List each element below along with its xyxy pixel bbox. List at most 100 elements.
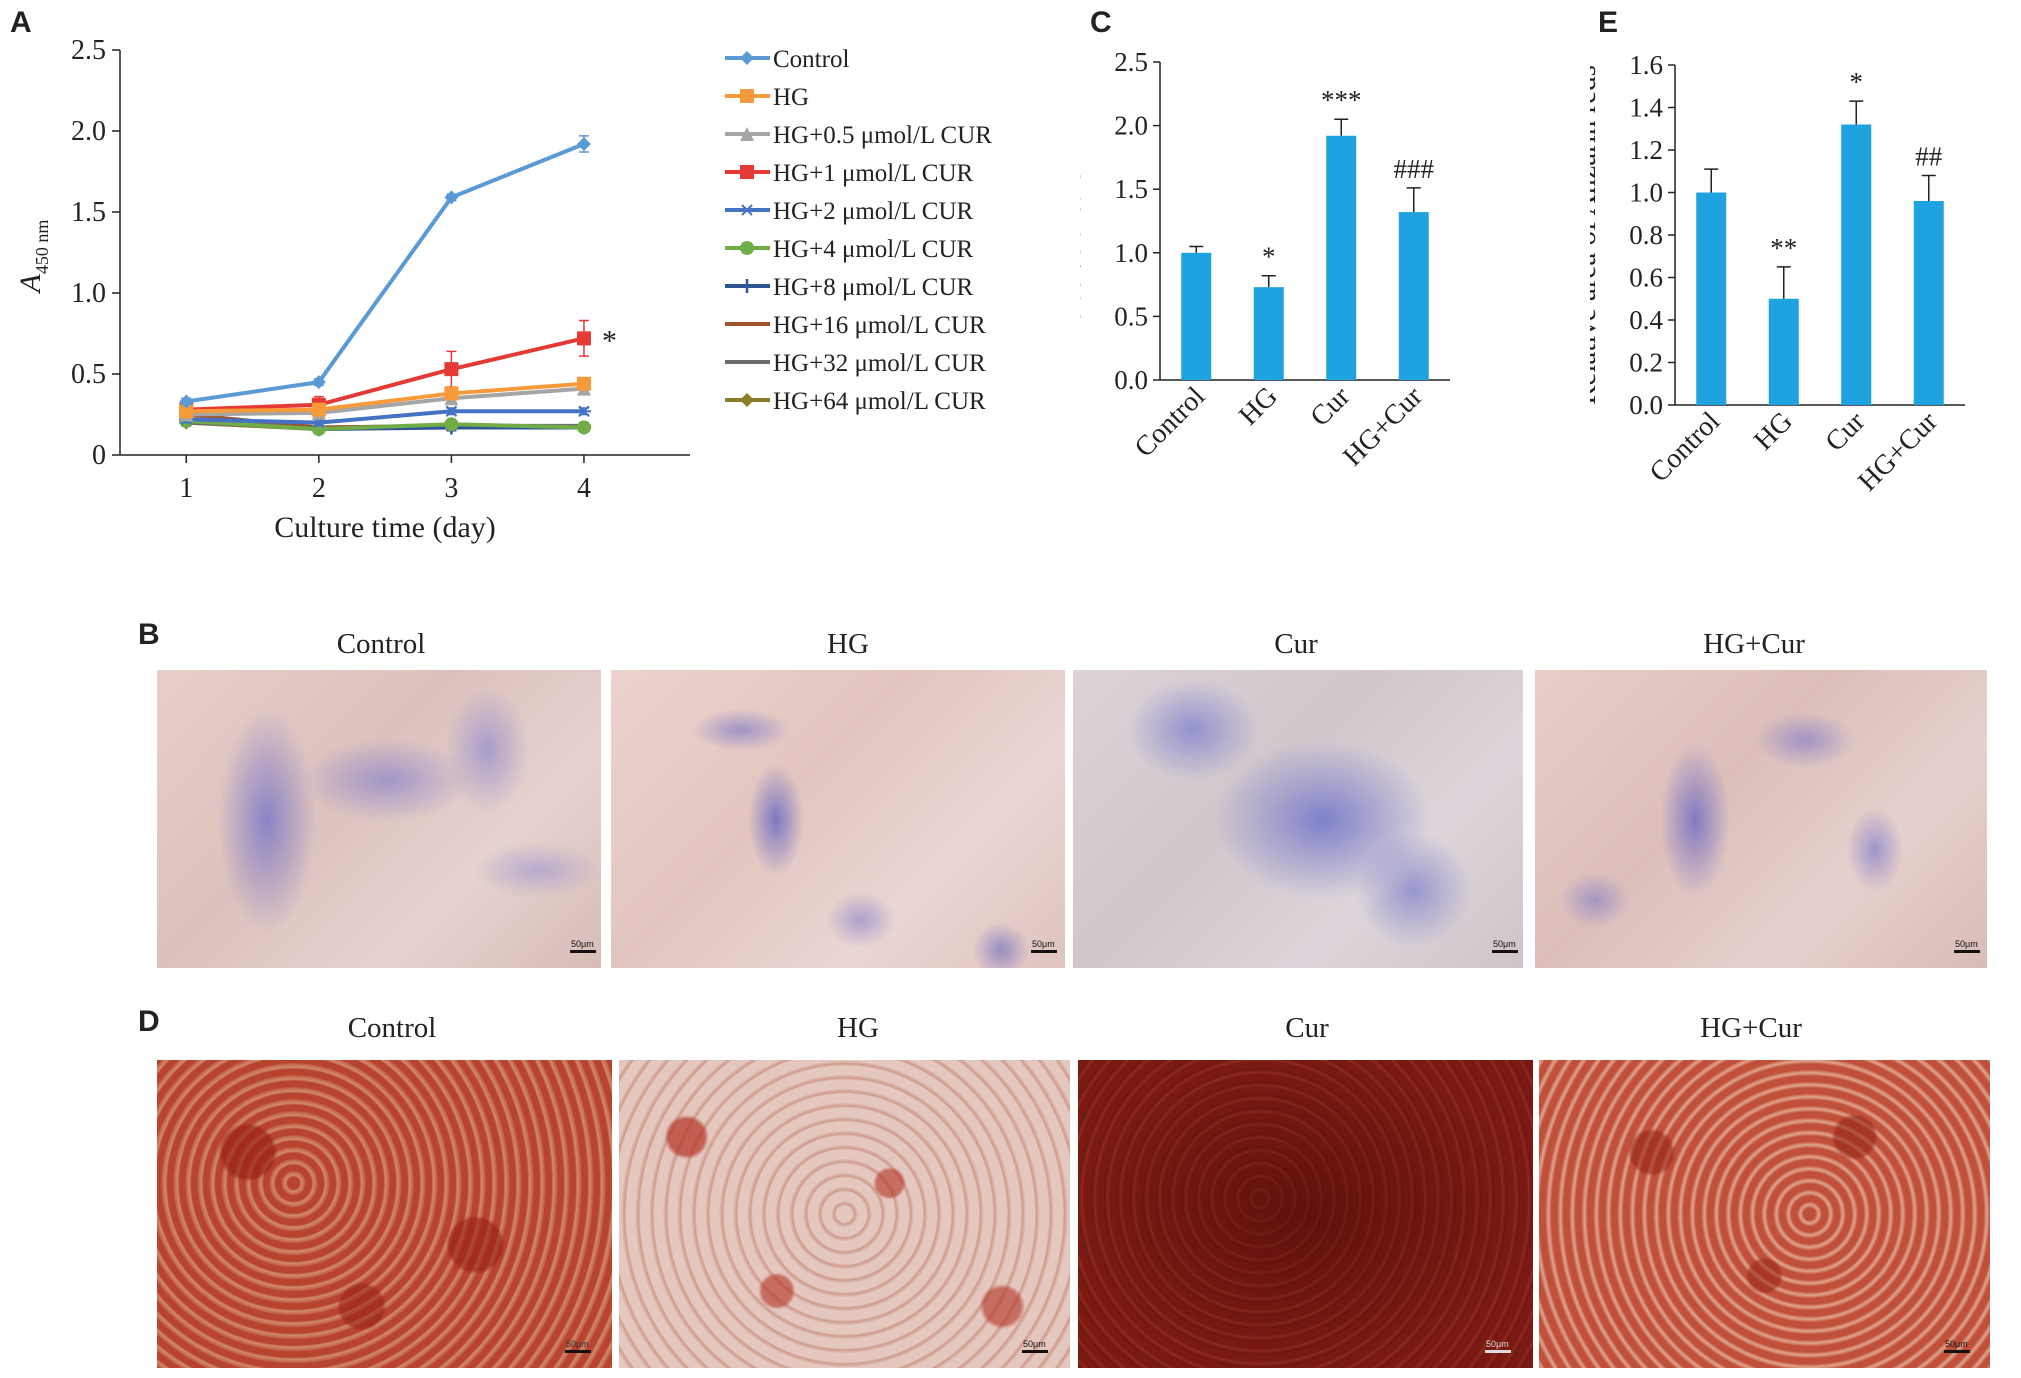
- alp-image-hg-cur: [1535, 670, 1987, 968]
- alp-scalebar-cur: [1492, 950, 1518, 953]
- y-tick-label: 0.4: [1629, 305, 1663, 335]
- data-point: [576, 376, 591, 391]
- y-tick-label: 1.2: [1629, 135, 1663, 165]
- alp-image-cur: [1073, 670, 1523, 968]
- y-axis-label: A450 nm: [14, 220, 52, 295]
- legend-label: HG: [773, 84, 809, 111]
- legend-label: HG+4 μmol/L CUR: [773, 236, 974, 263]
- y-tick-label: 1.4: [1629, 93, 1663, 123]
- legend-label: HG+1 μmol/L CUR: [773, 160, 974, 187]
- alizarin-image-cur: [1078, 1060, 1533, 1368]
- alizarin-scalebar-hg-cur: [1944, 1350, 1970, 1353]
- alp-scalebar-label-cur: 50μm: [1493, 939, 1516, 949]
- series-line: [186, 336, 585, 412]
- legend-label: HG+2 μmol/L CUR: [773, 198, 974, 225]
- y-tick-label: 0.5: [71, 359, 106, 390]
- proliferation-line-chart: 0 0.5 1.0 1.5 2.0 2.5 1 2 3 4 Culture time (day) A4…: [14, 35, 992, 544]
- legend-marker: [740, 204, 754, 216]
- data-point: [179, 404, 194, 419]
- x-tick-label: HG+Cur: [1852, 406, 1944, 498]
- y-tick-label: 0.5: [1114, 301, 1148, 331]
- legend-marker: [740, 89, 754, 103]
- alp-image-control: [157, 670, 601, 968]
- series-line: [186, 381, 585, 414]
- alizarin-scalebar-hg: [1022, 1350, 1048, 1353]
- alizarin-image-hg: [619, 1060, 1070, 1368]
- legend-marker: [740, 165, 754, 179]
- data-point: [576, 405, 591, 417]
- alp-scalebar-control: [570, 950, 596, 953]
- y-tick-label: 0.0: [1114, 365, 1148, 395]
- legend-label: Control: [773, 46, 849, 73]
- y-tick-label: 2.0: [1114, 111, 1148, 141]
- bar: [1913, 201, 1944, 405]
- alizarin-title-hg-cur: HG+Cur: [1700, 1012, 1802, 1044]
- legend-marker: [740, 279, 754, 293]
- legend-marker: [740, 241, 754, 255]
- series-line: [186, 386, 585, 417]
- alizarin-bar-chart: 0.0 0.2 0.4 0.6 0.8 1.0 1.2 1.4 1.6 Relative area…: [1590, 50, 1965, 498]
- bar: [1326, 135, 1357, 380]
- alizarin-scalebar-label-control: 50μm: [566, 1339, 589, 1349]
- y-tick-label: 1.0: [1629, 178, 1663, 208]
- data-point: [444, 362, 459, 377]
- legend-label: HG+8 μmol/L CUR: [773, 274, 974, 301]
- y-tick-label: 2.5: [1114, 47, 1148, 77]
- alp-title-hg: HG: [827, 628, 869, 660]
- error-bar: [1776, 266, 1791, 299]
- data-point: [576, 420, 591, 435]
- alp-image-hg: [611, 670, 1065, 968]
- y-tick-label: 2.5: [71, 35, 106, 66]
- data-point: [576, 331, 591, 346]
- significance-annotation: ##: [1915, 142, 1943, 172]
- x-tick-label: 4: [577, 473, 591, 504]
- y-tick-label: 0.0: [1629, 390, 1663, 420]
- y-tick-label: 1.6: [1629, 50, 1663, 80]
- y-tick-label: 0.6: [1629, 263, 1663, 293]
- legend-marker: [740, 51, 754, 65]
- legend-label: HG+0.5 μmol/L CUR: [773, 122, 992, 149]
- data-point: [311, 375, 326, 390]
- y-tick-label: 0.8: [1629, 220, 1663, 250]
- alp-scalebar-hg: [1031, 950, 1057, 953]
- alizarin-scalebar-label-hg: 50μm: [1023, 1339, 1046, 1349]
- data-point: [311, 402, 326, 417]
- error-bar: [1334, 118, 1349, 136]
- panel-label-b: B: [138, 618, 160, 651]
- series-line: [185, 142, 585, 404]
- legend-marker: [740, 127, 754, 141]
- y-tick-label: 1.5: [1114, 174, 1148, 204]
- error-bar: [1704, 168, 1719, 193]
- alp-scalebar-label-control: 50μm: [571, 939, 594, 949]
- data-point: [444, 405, 459, 417]
- x-tick-label: HG+Cur: [1337, 381, 1429, 473]
- alizarin-scalebar-control: [565, 1350, 591, 1353]
- legend-label: HG+32 μmol/L CUR: [773, 350, 986, 377]
- bar: [1181, 252, 1212, 380]
- error-bar: [1261, 274, 1276, 288]
- data-point: [444, 417, 459, 432]
- alp-title-control: Control: [336, 628, 426, 660]
- alp-scalebar-label-hg-cur: 50μm: [1955, 939, 1978, 949]
- y-tick-label: 2.0: [71, 116, 106, 147]
- y-tick-label: 0: [92, 440, 106, 471]
- alizarin-image-control: [157, 1060, 612, 1368]
- x-tick-label: 3: [444, 473, 458, 504]
- alp-scalebar-hg-cur: [1954, 950, 1980, 953]
- panel-label-e: E: [1598, 6, 1619, 39]
- bar: [1841, 124, 1872, 405]
- significance-annotation: *: [1850, 67, 1864, 97]
- significance-annotation: *: [602, 324, 617, 357]
- x-tick-label: 2: [312, 473, 326, 504]
- x-tick-label: Cur: [1820, 406, 1872, 458]
- y-tick-label: 1.0: [1114, 238, 1148, 268]
- alp-scalebar-label-hg: 50μm: [1032, 939, 1055, 949]
- alizarin-title-cur: Cur: [1285, 1012, 1329, 1044]
- error-bar: [1406, 187, 1421, 213]
- significance-annotation: ***: [1321, 85, 1362, 115]
- y-axis-label: Relative area of ALP: [1080, 99, 1087, 343]
- series-line: [186, 409, 584, 425]
- data-point: [444, 386, 459, 401]
- alp-title-cur: Cur: [1274, 628, 1318, 660]
